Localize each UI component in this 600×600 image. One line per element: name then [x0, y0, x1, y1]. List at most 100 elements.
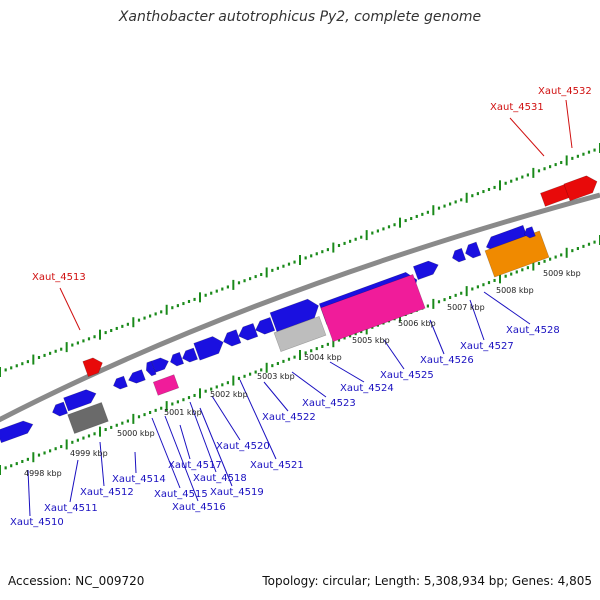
gene-label: Xaut_4526	[420, 355, 474, 366]
kbp-label: 4999 kbp	[70, 449, 108, 458]
outer-track-minor-tick	[415, 214, 418, 218]
inner-track-minor-tick	[149, 411, 152, 414]
feature-orange-feature	[484, 230, 550, 278]
inner-track-minor-tick	[460, 291, 463, 295]
feature-red-feature	[82, 357, 103, 377]
feature-forward-cds	[465, 241, 482, 259]
inner-track-minor-tick	[76, 438, 79, 442]
outer-track-minor-tick	[576, 154, 579, 158]
inner-track-minor-tick	[537, 261, 541, 265]
inner-track-minor-tick	[276, 362, 279, 366]
outer-track-minor-tick	[71, 343, 74, 347]
feature-shape	[563, 175, 598, 202]
outer-track-minor-tick	[393, 223, 396, 227]
feature-pink-feature	[320, 273, 426, 343]
genome-backbone	[0, 192, 600, 423]
leader-line	[329, 361, 365, 383]
outer-track-minor-tick	[104, 331, 107, 335]
gene-label: Xaut_4527	[460, 341, 514, 352]
feature-shape	[452, 247, 467, 263]
outer-track-minor-tick	[293, 260, 296, 264]
inner-track-minor-tick	[237, 376, 241, 380]
feature-forward-cds	[255, 316, 276, 335]
feature-shape	[412, 260, 439, 281]
outer-track-minor-tick	[560, 161, 563, 165]
leader-line	[199, 407, 233, 487]
inner-track-minor-tick	[143, 413, 146, 417]
inner-track-minor-tick	[471, 287, 474, 291]
outer-track-minor-tick	[21, 362, 24, 366]
inner-track-minor-tick	[476, 285, 479, 289]
feature-forward-cds	[113, 375, 128, 390]
leader-line	[469, 299, 485, 341]
outer-track-minor-tick	[204, 293, 207, 297]
leader-line	[189, 401, 217, 473]
outer-track-minor-tick	[487, 187, 491, 191]
outer-track-minor-tick	[93, 335, 96, 339]
feature-shape	[0, 420, 34, 444]
feature-forward-cds	[151, 357, 169, 373]
gene-label: Xaut_4521	[250, 460, 304, 471]
kbp-label: 5001 kbp	[164, 408, 202, 417]
outer-track-minor-tick	[276, 266, 279, 270]
inner-track-minor-tick	[243, 374, 246, 378]
feature-shape	[67, 402, 109, 434]
inner-track-minor-tick	[560, 253, 563, 257]
inner-track-minor-tick	[43, 451, 46, 455]
gene-label: Xaut_4517	[168, 460, 222, 471]
outer-track-minor-tick	[126, 322, 129, 326]
outer-track-minor-tick	[310, 254, 313, 258]
inner-track-minor-tick	[349, 334, 352, 338]
gene-label: Xaut_4515	[154, 489, 208, 500]
outer-track-minor-tick	[15, 364, 18, 368]
inner-track-minor-tick	[10, 464, 13, 468]
outer-track-minor-tick	[571, 156, 574, 160]
gene-label: Xaut_4518	[193, 473, 247, 484]
label-leader-lines	[27, 99, 573, 517]
inner-track-minor-tick	[337, 338, 341, 342]
feature-gray-feature	[273, 316, 327, 352]
inner-track-minor-tick	[449, 296, 452, 299]
feature-shape	[152, 374, 180, 396]
inner-track-minor-tick	[15, 462, 18, 466]
inner-track-minor-tick	[176, 400, 179, 404]
feature-track	[0, 175, 598, 444]
outer-track-minor-tick	[121, 324, 124, 328]
inner-track-minor-tick	[87, 434, 91, 438]
feature-forward-cds	[182, 347, 199, 363]
feature-forward-cds	[238, 322, 259, 341]
outer-track-minor-tick	[482, 190, 485, 194]
gene-label: Xaut_4524	[340, 383, 394, 394]
leader-line	[27, 469, 31, 517]
inner-track-minor-tick	[187, 396, 191, 400]
inner-track-minor-tick	[215, 385, 218, 389]
inner-track-minor-tick	[593, 240, 596, 244]
leader-line	[59, 287, 81, 331]
kbp-label: 5009 kbp	[543, 269, 581, 278]
inner-track-minor-tick	[426, 304, 429, 308]
outer-track-minor-tick	[360, 235, 363, 239]
inner-track-minor-tick	[126, 419, 129, 423]
outer-track-minor-tick	[582, 152, 585, 156]
outer-track-minor-tick	[326, 248, 329, 252]
feature-forward-cds	[523, 226, 536, 239]
gene-label: Xaut_4516	[172, 502, 226, 513]
inner-track-minor-tick	[282, 359, 285, 363]
inner-track-minor-tick	[582, 244, 585, 248]
outer-track-minor-tick	[587, 150, 591, 154]
leader-line	[291, 371, 327, 398]
inner-track-minor-tick	[321, 344, 324, 348]
inner-track-minor-tick	[454, 293, 457, 297]
feature-shape	[113, 375, 128, 390]
outer-track-minor-tick	[160, 310, 163, 314]
gene-label: Xaut_4514	[112, 474, 166, 485]
outer-track-minor-tick	[504, 181, 507, 185]
outer-track-minor-tick	[271, 268, 274, 272]
inner-track-minor-tick	[4, 466, 7, 470]
outer-track-minor-tick	[449, 202, 452, 206]
inner-track-minor-tick	[310, 349, 313, 353]
feature-forward-cds	[452, 247, 467, 263]
feature-shape	[63, 389, 97, 412]
